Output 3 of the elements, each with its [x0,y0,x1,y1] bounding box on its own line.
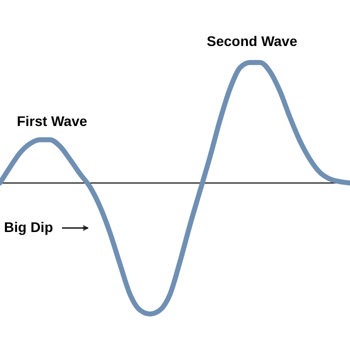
annotation: First Wave [16,113,88,129]
annotation: Big Dip [4,219,53,235]
text: Second Wave [206,33,298,49]
